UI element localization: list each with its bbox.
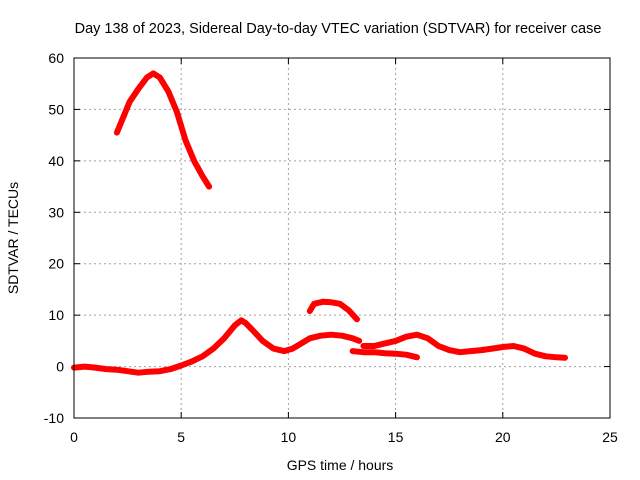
series-group <box>71 70 568 376</box>
x-tick-label: 10 <box>281 429 297 445</box>
x-tick-label: 0 <box>70 429 78 445</box>
x-tick-label: 20 <box>495 429 511 445</box>
series-line-arc-high <box>113 70 213 190</box>
x-tick-label: 15 <box>388 429 404 445</box>
x-axis-label: GPS time / hours <box>287 457 394 473</box>
y-tick-label: 30 <box>48 204 64 220</box>
series-line-baseline-main <box>71 317 363 376</box>
series-line-arc-low <box>349 348 420 361</box>
y-tick-label: 20 <box>48 256 64 272</box>
y-tick-label: 40 <box>48 153 64 169</box>
series-line-baseline-late <box>360 331 568 361</box>
y-tick-label: 10 <box>48 307 64 323</box>
y-tick-label: 50 <box>48 101 64 117</box>
x-tick-label: 25 <box>602 429 618 445</box>
x-tick-label: 5 <box>177 429 185 445</box>
plot-frame <box>73 57 611 419</box>
y-axis-label: SDTVAR / TECUs <box>5 182 21 294</box>
y-tick-label: 0 <box>56 359 64 375</box>
chart-title: Day 138 of 2023, Sidereal Day-to-day VTE… <box>75 21 602 37</box>
grid <box>74 58 610 418</box>
series-line-arc-mid <box>306 298 360 323</box>
y-tick-label: -10 <box>44 410 64 426</box>
y-tick-label: 60 <box>48 50 64 66</box>
